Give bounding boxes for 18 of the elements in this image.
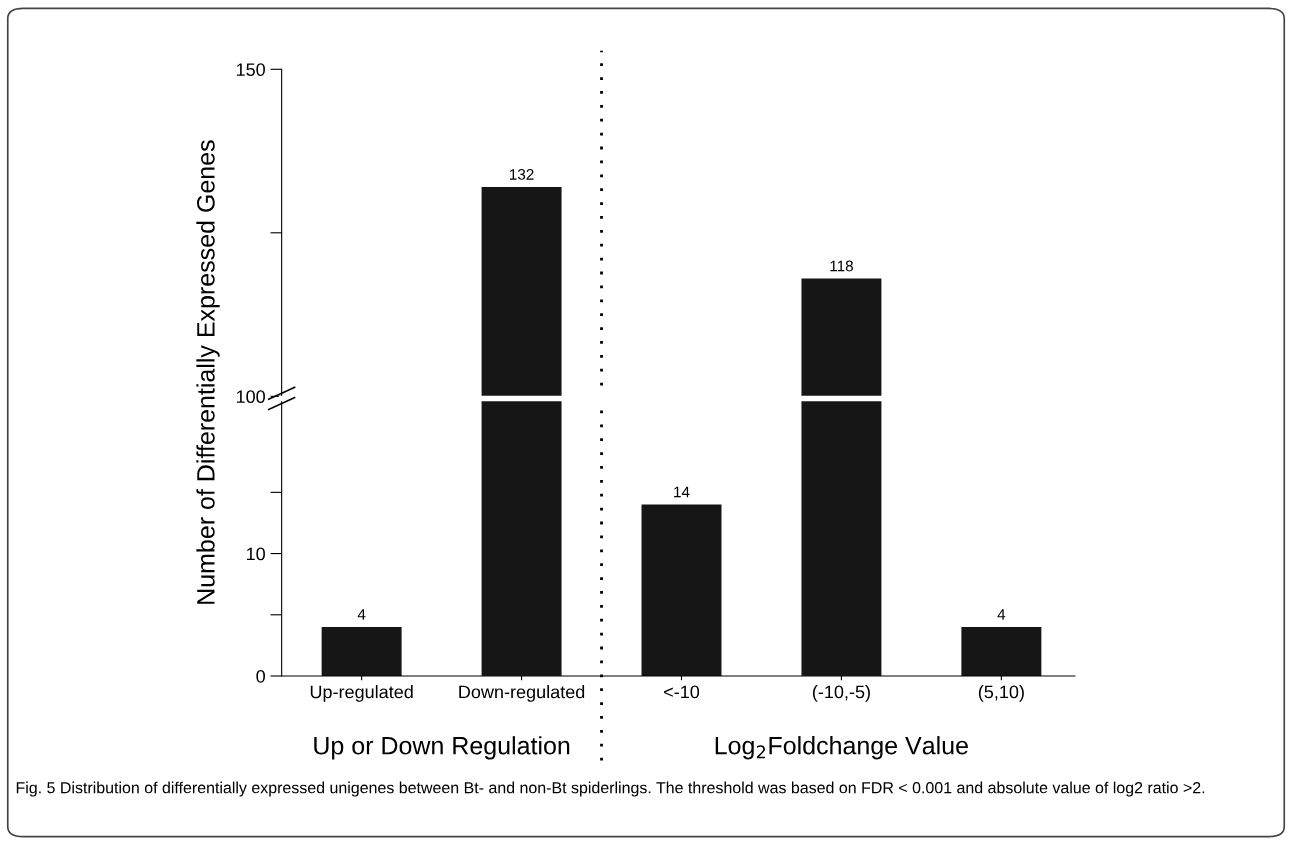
x-tick-label: (-10,-5) [812,685,870,702]
text: Log$_{2}$Foldchange Value [715,736,968,760]
y-tick-label: 10 [246,547,265,561]
x-tick-label: (5,10) [978,685,1024,702]
y-tick-label: 0 [256,669,265,683]
data-label: 118 [830,260,853,272]
y-tick-label: 150 [236,63,265,77]
x-tick-label: Down-regulated [459,685,585,702]
data-label: 14 [674,486,690,498]
x-tick-label: Up-regulated [310,685,413,702]
x-tick-label: <-10 [664,685,700,699]
text: Up or Down Regulation [314,736,570,760]
data-label: 132 [509,169,534,180]
y-axis-title: Number of Differentially Expressed Genes [196,140,220,604]
data-label: 4 [997,609,1006,620]
data-label: 4 [357,609,366,620]
y-tick-label: 100 [236,390,265,404]
caption: Fig. 5 Distribution of differentially expressed unigenes between Bt- and non-Bt spiderlings. The threshold was based on FDR < 0.001 and absolute value of log2 ratio >2. [16,781,1205,797]
